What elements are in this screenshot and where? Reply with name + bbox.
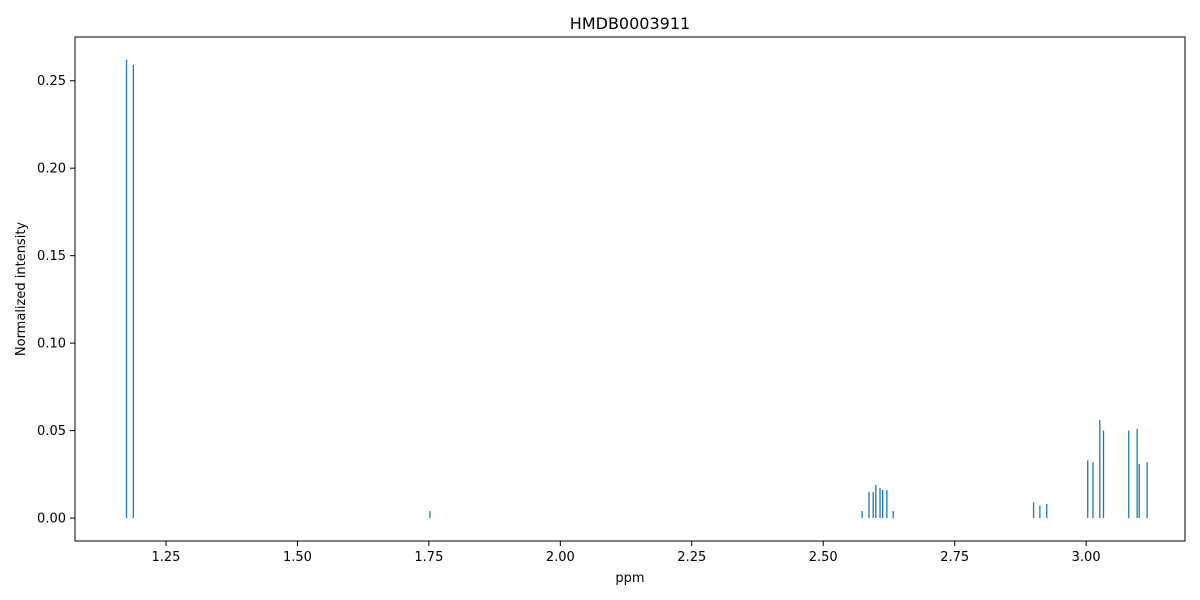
- y-axis-label: Normalized intensity: [14, 222, 29, 357]
- x-tick-label: 2.00: [546, 550, 575, 565]
- x-tick-label: 1.50: [283, 550, 312, 565]
- y-tick-label: 0.10: [37, 337, 66, 352]
- chart-title: HMDB0003911: [570, 14, 690, 33]
- y-tick-label: 0.00: [37, 512, 66, 527]
- peak-series: [125, 59, 1148, 519]
- y-tick-label: 0.20: [37, 162, 66, 177]
- y-axis-ticks: 0.00 0.05 0.10 0.15 0.20 0.25: [37, 74, 75, 527]
- y-tick-label: 0.25: [37, 74, 66, 89]
- x-axis-label: ppm: [615, 571, 644, 586]
- x-tick-label: 2.75: [940, 550, 969, 565]
- x-axis-ticks: 1.25 1.50 1.75 2.00 2.25 2.50 2.75 3.00: [151, 541, 1101, 565]
- x-tick-label: 3.00: [1072, 550, 1101, 565]
- x-tick-label: 1.75: [414, 550, 443, 565]
- plot-frame: [74, 36, 1186, 542]
- y-tick-label: 0.15: [37, 249, 66, 264]
- x-tick-label: 2.50: [809, 550, 838, 565]
- x-tick-label: 1.25: [151, 550, 180, 565]
- x-tick-label: 2.25: [677, 550, 706, 565]
- y-tick-label: 0.05: [37, 424, 66, 439]
